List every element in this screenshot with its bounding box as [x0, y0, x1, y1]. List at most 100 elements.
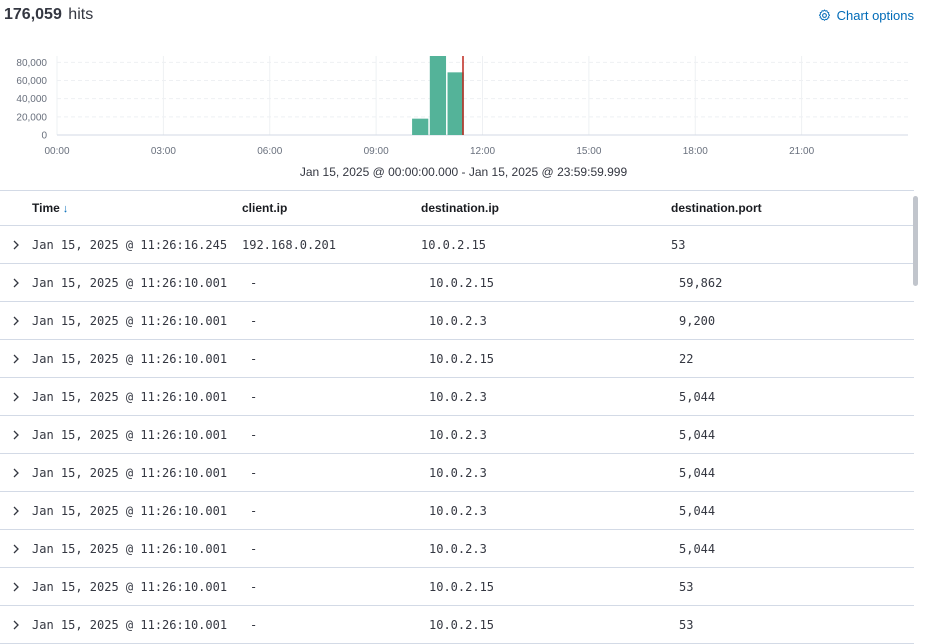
- cell-client-ip: -: [250, 503, 258, 518]
- document-table: Time ↓ client.ip destination.ip destinati…: [0, 190, 914, 644]
- cell-time: Jan 15, 2025 @ 11:26:10.001: [32, 351, 228, 366]
- histogram-bar: [447, 72, 464, 135]
- chevron-right-icon: [13, 544, 19, 553]
- table-row[interactable]: Jan 15, 2025 @ 11:26:10.001 - 10.0.2.15 53: [0, 606, 914, 644]
- expand-row-button[interactable]: [0, 354, 32, 364]
- cell-destination-ip: 10.0.2.3: [429, 503, 487, 518]
- cell-client-ip: -: [250, 389, 258, 404]
- cell-destination-port: 53: [679, 579, 694, 594]
- chevron-right-icon: [13, 278, 19, 287]
- chevron-right-icon: [13, 620, 19, 629]
- hits-label: hits: [68, 6, 94, 23]
- cell-time: Jan 15, 2025 @ 11:26:10.001: [32, 617, 228, 632]
- y-tick-label: 60,000: [16, 76, 47, 87]
- cell-client-ip: -: [250, 617, 258, 632]
- y-tick-label: 40,000: [16, 94, 47, 105]
- cell-destination-port: 5,044: [679, 465, 716, 480]
- column-header-destination-ip[interactable]: destination.ip: [421, 201, 499, 215]
- cell-destination-port: 22: [679, 351, 694, 366]
- chevron-right-icon: [13, 582, 19, 591]
- x-tick-label: 21:00: [789, 146, 814, 157]
- column-header-client-ip[interactable]: client.ip: [242, 201, 288, 215]
- y-tick-label: 20,000: [16, 112, 47, 123]
- table-row[interactable]: Jan 15, 2025 @ 11:26:16.245 192.168.0.201…: [0, 226, 914, 264]
- cell-destination-port: 53: [671, 237, 686, 252]
- chevron-right-icon: [13, 430, 19, 439]
- cell-time: Jan 15, 2025 @ 11:26:10.001: [32, 275, 228, 290]
- table-row[interactable]: Jan 15, 2025 @ 11:26:10.001 - 10.0.2.3 9,20…: [0, 302, 914, 340]
- chart-options-button[interactable]: Chart options: [818, 8, 914, 23]
- x-tick-label: 00:00: [44, 146, 69, 157]
- sort-descending-icon[interactable]: ↓: [62, 203, 69, 215]
- expand-row-button[interactable]: [0, 392, 32, 402]
- expand-row-button[interactable]: [0, 506, 32, 516]
- x-tick-label: 09:00: [364, 146, 389, 157]
- cell-time: Jan 15, 2025 @ 11:26:10.001: [32, 503, 228, 518]
- cell-client-ip: -: [250, 313, 258, 328]
- cell-time: Jan 15, 2025 @ 11:26:10.001: [32, 541, 228, 556]
- cell-time: Jan 15, 2025 @ 11:26:10.001: [32, 465, 228, 480]
- histogram-chart[interactable]: 80,000 60,000 40,000 20,000 0 00:00 03:00 06:00…: [0, 44, 927, 164]
- cell-destination-ip: 10.0.2.15: [429, 351, 495, 366]
- expand-row-button[interactable]: [0, 278, 32, 288]
- chart-options-label: Chart options: [836, 8, 914, 23]
- cell-destination-ip: 10.0.2.3: [429, 389, 487, 404]
- cell-time: Jan 15, 2025 @ 11:26:10.001: [32, 313, 228, 328]
- column-header-time[interactable]: Time ↓: [32, 201, 242, 215]
- table-row[interactable]: Jan 15, 2025 @ 11:26:10.001 - 10.0.2.3 5,04…: [0, 530, 914, 568]
- table-row[interactable]: Jan 15, 2025 @ 11:26:10.001 - 10.0.2.3 5,04…: [0, 416, 914, 454]
- table-body: Jan 15, 2025 @ 11:26:16.245 192.168.0.201…: [0, 226, 914, 644]
- cell-destination-port: 9,200: [679, 313, 716, 328]
- expand-row-button[interactable]: [0, 582, 32, 592]
- cell-destination-ip: 10.0.2.3: [429, 541, 487, 556]
- table-row[interactable]: Jan 15, 2025 @ 11:26:10.001 - 10.0.2.3 5,04…: [0, 454, 914, 492]
- cell-destination-port: 5,044: [679, 503, 716, 518]
- table-row[interactable]: Jan 15, 2025 @ 11:26:10.001 - 10.0.2.15 59,…: [0, 264, 914, 302]
- x-tick-label: 12:00: [470, 146, 495, 157]
- y-tick-label: 0: [41, 131, 47, 142]
- cell-time: Jan 15, 2025 @ 11:26:10.001: [32, 389, 228, 404]
- histogram-bar: [429, 56, 447, 135]
- expand-row-button[interactable]: [0, 430, 32, 440]
- table-row[interactable]: Jan 15, 2025 @ 11:26:10.001 - 10.0.2.3 5,04…: [0, 378, 914, 416]
- cell-client-ip: -: [250, 579, 258, 594]
- hits-summary: 176,059 hits: [4, 6, 93, 24]
- cell-destination-ip: 10.0.2.3: [429, 465, 487, 480]
- cell-client-ip: -: [250, 541, 258, 556]
- cell-destination-ip: 10.0.2.15: [429, 617, 495, 632]
- table-header: Time ↓ client.ip destination.ip destinati…: [0, 190, 914, 226]
- table-row[interactable]: Jan 15, 2025 @ 11:26:10.001 - 10.0.2.15 53: [0, 568, 914, 606]
- cell-destination-port: 59,862: [679, 275, 723, 290]
- x-tick-label: 15:00: [576, 146, 601, 157]
- chevron-right-icon: [13, 316, 19, 325]
- cell-time: Jan 15, 2025 @ 11:26:10.001: [32, 427, 228, 442]
- table-row[interactable]: Jan 15, 2025 @ 11:26:10.001 - 10.0.2.15 22: [0, 340, 914, 378]
- cell-destination-ip: 10.0.2.15: [429, 579, 495, 594]
- cell-destination-port: 53: [679, 617, 694, 632]
- hits-count: 176,059: [4, 6, 62, 23]
- x-tick-label: 18:00: [683, 146, 708, 157]
- expand-row-button[interactable]: [0, 316, 32, 326]
- expand-row-button[interactable]: [0, 620, 32, 630]
- expand-row-button[interactable]: [0, 468, 32, 478]
- histogram-bar: [412, 118, 429, 135]
- cell-destination-ip: 10.0.2.15: [429, 275, 495, 290]
- time-range-label: Jan 15, 2025 @ 00:00:00.000 - Jan 15, 20…: [299, 165, 628, 179]
- gear-icon: [818, 9, 830, 21]
- chevron-right-icon: [13, 354, 19, 363]
- cell-time: Jan 15, 2025 @ 11:26:16.245: [32, 237, 228, 252]
- column-header-destination-port[interactable]: destination.port: [671, 201, 762, 215]
- x-tick-label: 03:00: [151, 146, 176, 157]
- cell-destination-ip: 10.0.2.3: [429, 313, 487, 328]
- cell-client-ip: -: [250, 351, 258, 366]
- table-row[interactable]: Jan 15, 2025 @ 11:26:10.001 - 10.0.2.3 5,04…: [0, 492, 914, 530]
- cell-destination-port: 5,044: [679, 389, 716, 404]
- expand-row-button[interactable]: [0, 240, 32, 250]
- expand-row-button[interactable]: [0, 544, 32, 554]
- chevron-right-icon: [13, 506, 19, 515]
- cell-client-ip: -: [250, 427, 258, 442]
- cell-destination-ip: 10.0.2.3: [429, 427, 487, 442]
- cell-time: Jan 15, 2025 @ 11:26:10.001: [32, 579, 228, 594]
- chevron-right-icon: [13, 392, 19, 401]
- scrollbar-thumb[interactable]: [913, 196, 918, 286]
